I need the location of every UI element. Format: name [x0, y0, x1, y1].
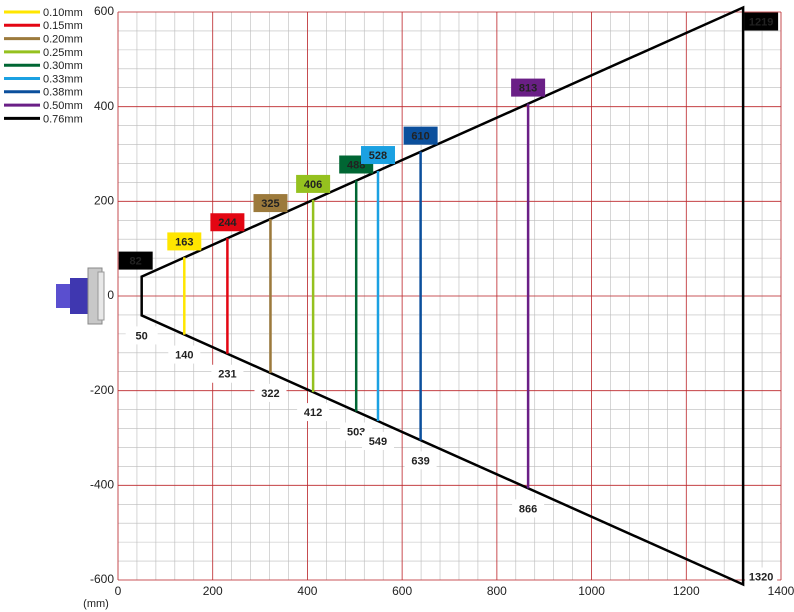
- y-tick-label: 600: [94, 4, 114, 18]
- x-tick-label: 800: [487, 584, 507, 598]
- x-tick-label: 1000: [578, 584, 605, 598]
- distance-label: 866: [519, 503, 537, 515]
- legend-label: 0.38mm: [43, 87, 83, 99]
- width-label-box: [118, 251, 153, 270]
- legend-label: 0.15mm: [43, 20, 83, 32]
- scanner-icon: [56, 267, 105, 325]
- width-label: 406: [304, 179, 322, 191]
- distance-label-box: [512, 499, 545, 518]
- width-label: 82: [130, 255, 142, 267]
- width-label: 163: [175, 236, 193, 248]
- distance-label: 50: [136, 330, 148, 342]
- x-tick-label: 200: [203, 584, 223, 598]
- distance-label: 549: [369, 436, 387, 448]
- width-label-box: [210, 213, 245, 232]
- distance-label-box: [211, 364, 244, 383]
- x-tick-label: 400: [297, 584, 317, 598]
- distance-label: 322: [261, 388, 279, 400]
- distance-label-box: [361, 431, 394, 450]
- y-tick-label: -200: [90, 383, 114, 397]
- width-label: 488: [347, 159, 365, 171]
- legend-label: 0.33mm: [43, 73, 83, 85]
- legend-label: 0.25mm: [43, 47, 83, 59]
- reading-field: [140, 5, 745, 587]
- distance-label: 231: [218, 369, 236, 381]
- width-label-box: [253, 194, 288, 213]
- distance-label: 639: [411, 455, 429, 467]
- distance-label: 140: [175, 349, 193, 361]
- width-label-box: [296, 174, 331, 193]
- y-tick-label: -400: [90, 478, 114, 492]
- distance-label-box: [297, 403, 330, 422]
- distance-label-box: [404, 451, 437, 470]
- width-label: 528: [369, 150, 387, 162]
- distance-label-box: [168, 345, 201, 364]
- width-label-box: [360, 146, 395, 165]
- legend-label: 0.30mm: [43, 60, 83, 72]
- distance-label: 503: [347, 426, 365, 438]
- distance-label: 412: [304, 407, 322, 419]
- distance-label-box: [254, 383, 287, 402]
- width-label-box: [744, 12, 779, 31]
- width-label: 813: [519, 82, 537, 94]
- width-label-box: [403, 126, 438, 145]
- x-tick-label: 1400: [768, 584, 794, 598]
- y-tick-label: 0: [107, 288, 114, 302]
- distance-label-box: [745, 567, 778, 586]
- x-tick-label: 600: [392, 584, 412, 598]
- distance-label-box: [125, 326, 158, 345]
- width-label: 325: [261, 198, 279, 210]
- y-tick-label: 400: [94, 99, 114, 113]
- legend-label: 0.10mm: [43, 7, 83, 19]
- legend-label: 0.20mm: [43, 34, 83, 46]
- width-label: 1219: [749, 16, 773, 28]
- y-tick-label: -600: [90, 572, 114, 586]
- legend-label: 0.50mm: [43, 100, 83, 112]
- legend-label: 0.76mm: [43, 113, 83, 125]
- y-tick-label: 200: [94, 194, 114, 208]
- x-unit-label: (mm): [83, 598, 109, 610]
- width-label-box: [511, 78, 546, 97]
- width-label: 244: [218, 217, 237, 229]
- width-label: 610: [411, 131, 429, 143]
- width-label-box: [167, 232, 202, 251]
- x-tick-label: 1200: [673, 584, 700, 598]
- x-tick-label: 0: [115, 584, 122, 598]
- distance-label: 1320: [749, 571, 773, 583]
